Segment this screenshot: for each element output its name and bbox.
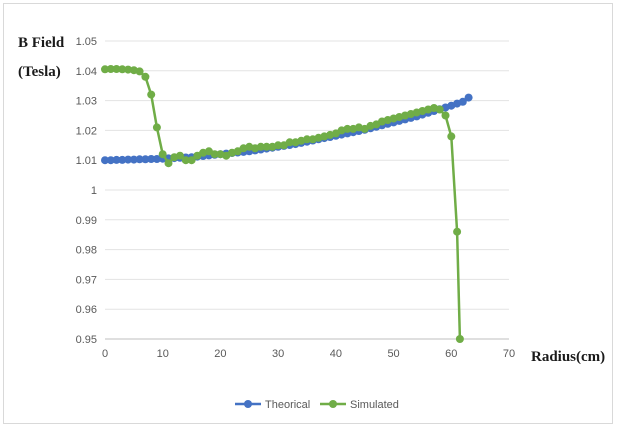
data-point	[141, 155, 150, 164]
y-tick-label: 0.98	[76, 245, 97, 257]
y-tick-label: 0.96	[76, 304, 97, 316]
data-point	[464, 93, 473, 102]
y-tick-label: 0.95	[76, 334, 97, 346]
y-tick-label: 1	[91, 185, 97, 197]
data-point	[124, 65, 133, 74]
data-point	[112, 155, 121, 164]
chart-frame: 0.95 0.96 0.97 0.98 0.99 1 1.01 1.02 1.03 1.04 1.0…	[3, 3, 613, 424]
x-tick-label: 40	[330, 348, 342, 360]
x-tick-label: 60	[445, 348, 457, 360]
data-point	[262, 142, 271, 151]
data-point	[210, 150, 219, 159]
data-point	[274, 141, 283, 150]
line-chart: 0.95 0.96 0.97 0.98 0.99 1 1.01 1.02 1.03 1.04 1.0…	[18, 35, 605, 411]
data-point	[147, 90, 156, 99]
x-tick-label: 20	[214, 348, 226, 360]
legend-marker-simulated	[329, 400, 337, 408]
series-layer	[101, 65, 473, 343]
legend: Theorical Simulated	[235, 399, 399, 411]
data-point	[285, 138, 294, 147]
y-tick-label: 0.99	[76, 215, 97, 227]
x-axis-title: Radius(cm)	[531, 349, 605, 365]
gridlines	[105, 40, 509, 340]
data-point	[447, 132, 456, 141]
data-point	[455, 335, 464, 343]
data-point	[135, 155, 144, 164]
data-point	[101, 65, 109, 74]
data-point	[135, 67, 144, 76]
y-tick-label: 0.97	[76, 274, 97, 286]
data-point	[158, 150, 167, 159]
x-tick-label: 50	[387, 348, 399, 360]
series-line-simulated	[104, 67, 462, 340]
legend-label-theorical: Theorical	[265, 399, 310, 411]
x-tick-label: 0	[102, 348, 108, 360]
data-point	[106, 65, 115, 73]
data-point	[106, 156, 115, 165]
y-tick-label: 1.04	[76, 66, 97, 78]
data-point	[441, 111, 450, 120]
data-point	[181, 156, 190, 165]
data-point	[164, 159, 173, 168]
data-point	[118, 65, 127, 74]
legend-marker-theorical	[244, 400, 252, 408]
x-tick-label: 70	[503, 348, 515, 360]
data-point	[141, 72, 150, 81]
legend-label-simulated: Simulated	[350, 399, 399, 411]
data-point	[147, 155, 156, 163]
data-point	[187, 156, 196, 165]
data-point	[101, 156, 109, 165]
y-axis-title-line1: B Field	[18, 35, 65, 51]
data-point	[176, 151, 184, 160]
y-axis-title-line2: (Tesla)	[18, 64, 61, 80]
x-tick-label: 30	[272, 348, 284, 360]
data-point	[152, 155, 161, 163]
data-point	[152, 123, 161, 132]
data-point	[453, 227, 462, 236]
legend-item-theorical: Theorical	[235, 399, 310, 411]
data-point	[124, 155, 133, 164]
data-point	[458, 97, 467, 106]
data-point	[129, 155, 138, 164]
data-point	[112, 65, 121, 73]
legend-item-simulated: Simulated	[320, 399, 399, 411]
tick-labels: 0.95 0.96 0.97 0.98 0.99 1 1.01 1.02 1.03 1.04 1.0…	[76, 36, 516, 360]
x-tick-label: 10	[157, 348, 169, 360]
data-point	[343, 124, 352, 133]
data-point	[303, 135, 311, 144]
y-tick-label: 1.01	[76, 155, 97, 167]
data-point	[118, 155, 127, 164]
y-tick-label: 1.03	[76, 96, 97, 108]
series-simulated	[101, 65, 464, 343]
y-tick-label: 1.02	[76, 125, 97, 137]
y-tick-label: 1.05	[76, 36, 97, 48]
data-point	[435, 105, 444, 114]
data-point	[256, 142, 265, 151]
